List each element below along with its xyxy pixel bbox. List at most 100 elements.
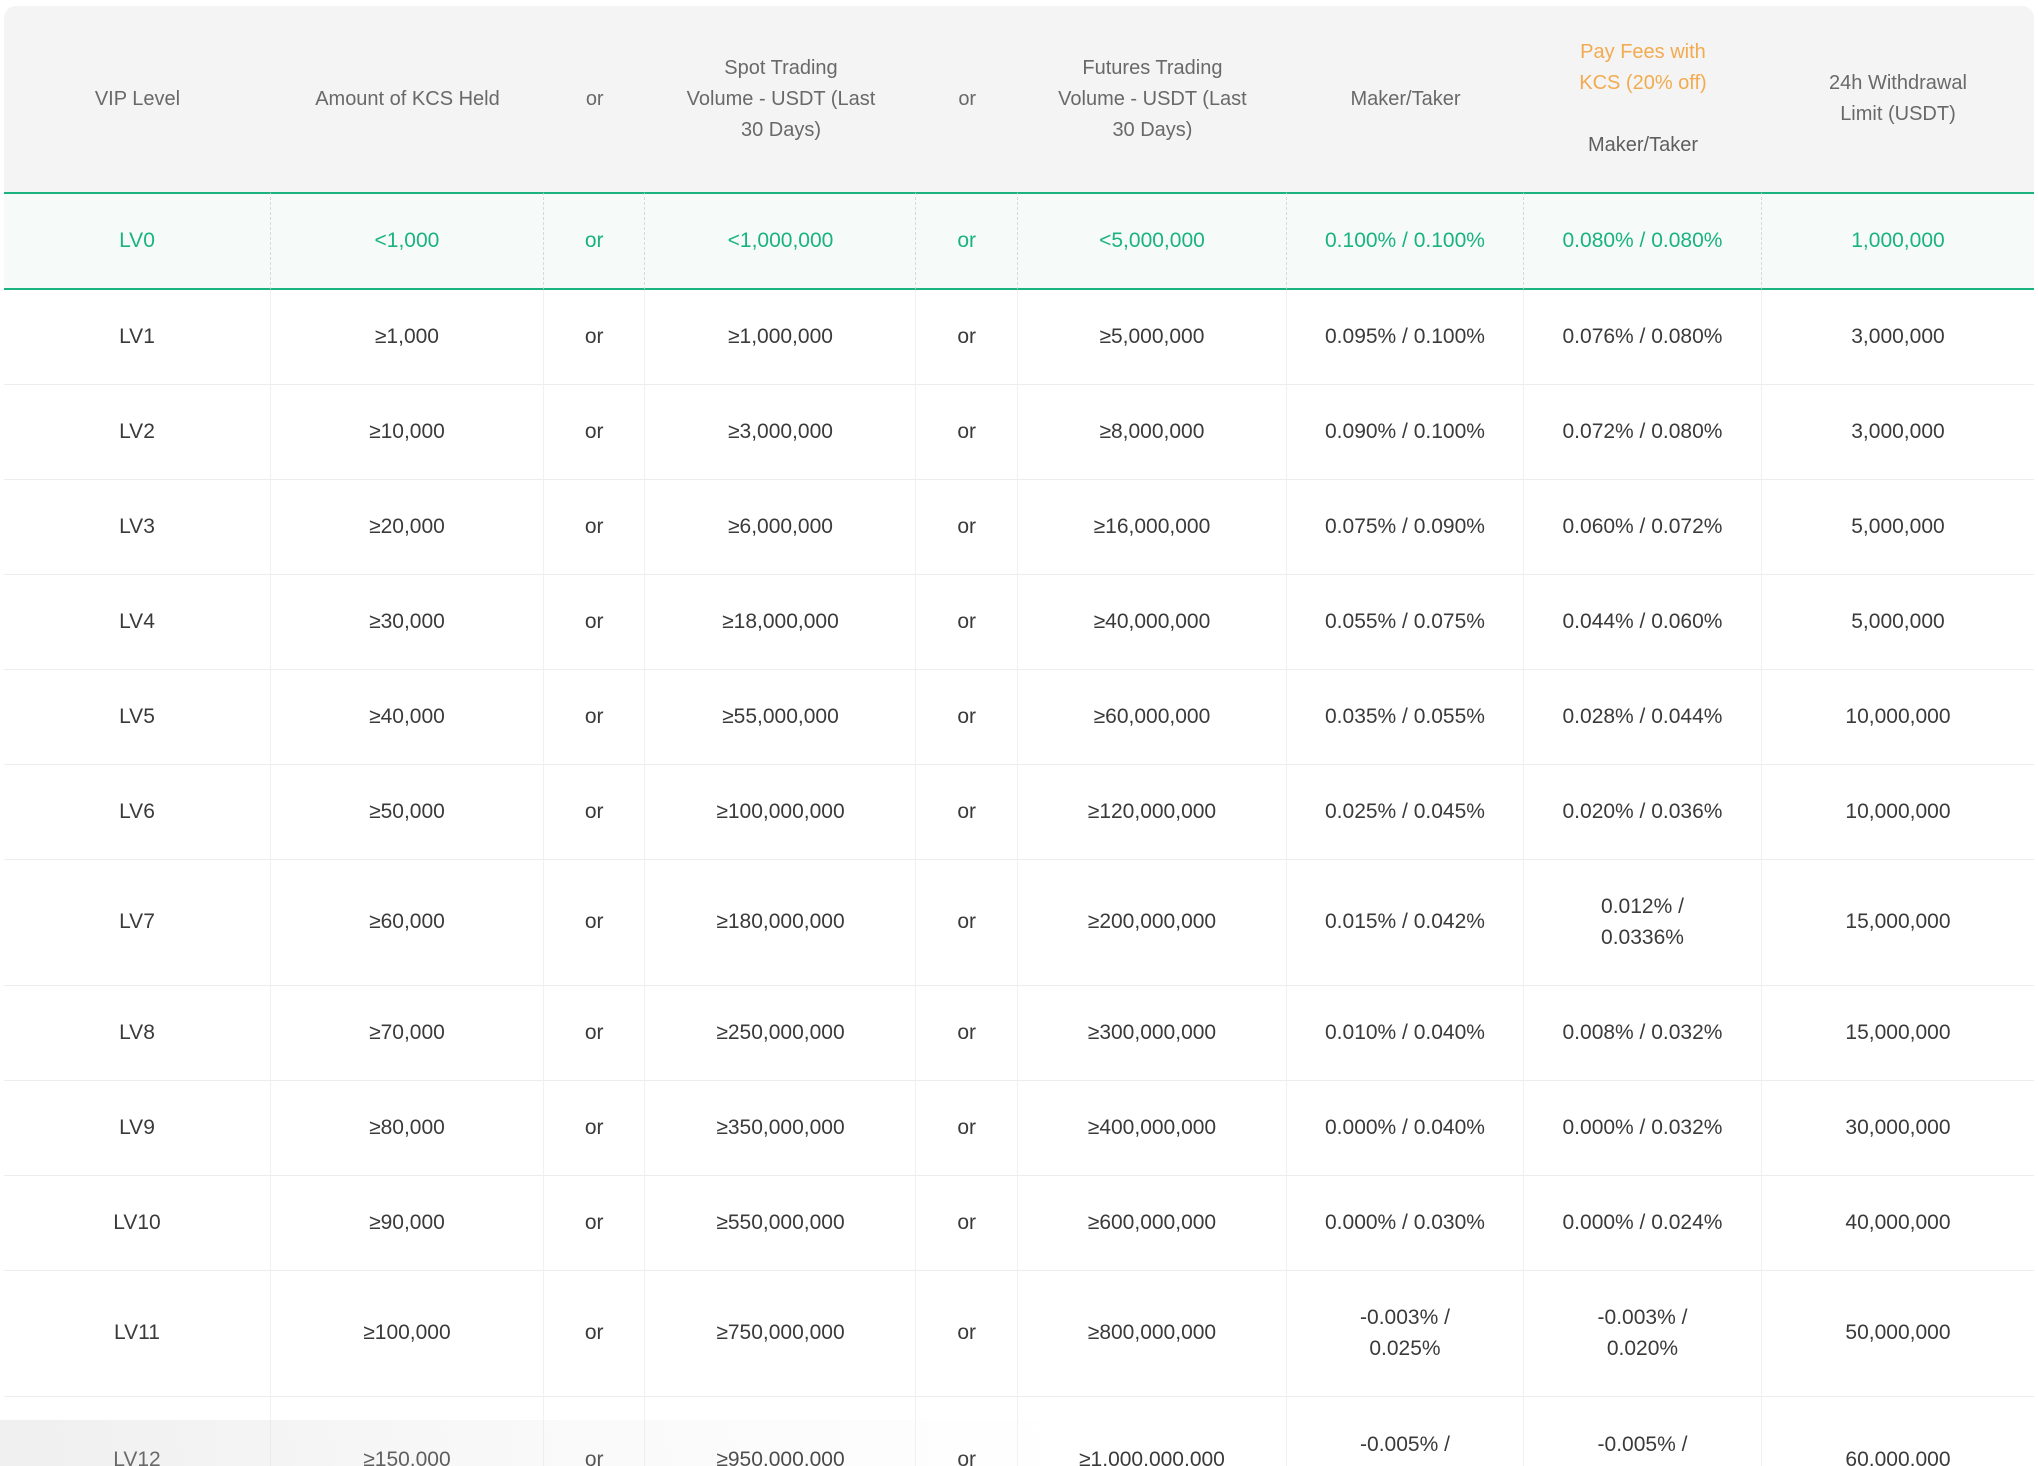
cell-futures-volume: ≥800,000,000 bbox=[1017, 1271, 1287, 1397]
cell-or: or bbox=[916, 575, 1018, 670]
cell-withdrawal-limit: 60,000,000 bbox=[1761, 1397, 2034, 1466]
table-row: LV3 ≥20,000 or ≥6,000,000 or ≥16,000,000… bbox=[4, 480, 2034, 575]
cell-kcs-held: ≥60,000 bbox=[270, 860, 544, 986]
cell-kcs-fee: 0.072% / 0.080% bbox=[1524, 385, 1762, 480]
column-header-withdrawal-limit: 24h Withdrawal Limit (USDT) bbox=[1761, 6, 2034, 192]
cell-withdrawal-limit: 10,000,000 bbox=[1761, 670, 2034, 765]
cell-or: or bbox=[543, 1081, 646, 1176]
cell-or: or bbox=[916, 670, 1018, 765]
cell-futures-volume: ≥400,000,000 bbox=[1017, 1081, 1287, 1176]
cell-spot-volume: ≥3,000,000 bbox=[645, 385, 917, 480]
column-header-kcs-fee: Pay Fees with KCS (20% off) Maker/Taker bbox=[1524, 6, 1762, 192]
cell-vip-level: LV8 bbox=[4, 986, 271, 1081]
cell-or: or bbox=[543, 1397, 646, 1466]
cell-or: or bbox=[916, 290, 1018, 385]
cell-futures-volume: ≥40,000,000 bbox=[1017, 575, 1287, 670]
cell-or: or bbox=[543, 575, 646, 670]
cell-or: or bbox=[543, 986, 646, 1081]
cell-kcs-held: ≥1,000 bbox=[270, 290, 544, 385]
cell-withdrawal-limit: 30,000,000 bbox=[1761, 1081, 2034, 1176]
cell-futures-volume: ≥5,000,000 bbox=[1017, 290, 1287, 385]
cell-withdrawal-limit: 3,000,000 bbox=[1761, 290, 2034, 385]
cell-kcs-held: ≥30,000 bbox=[270, 575, 544, 670]
column-header-spot-volume: Spot Trading Volume - USDT (Last 30 Days… bbox=[645, 6, 917, 192]
cell-maker-taker: -0.005% / 0.025% bbox=[1286, 1397, 1525, 1466]
cell-kcs-fee: 0.000% / 0.032% bbox=[1524, 1081, 1762, 1176]
cell-kcs-fee: 0.028% / 0.044% bbox=[1524, 670, 1762, 765]
cell-kcs-fee: 0.044% / 0.060% bbox=[1524, 575, 1762, 670]
cell-kcs-held: ≥80,000 bbox=[270, 1081, 544, 1176]
column-header-maker-taker: Maker/Taker bbox=[1286, 6, 1525, 192]
cell-vip-level: LV3 bbox=[4, 480, 271, 575]
table-header: VIP Level Amount of KCS Held or Spot Tra… bbox=[4, 6, 2034, 192]
cell-or: or bbox=[916, 480, 1018, 575]
cell-or: or bbox=[916, 986, 1018, 1081]
cell-or: or bbox=[916, 192, 1018, 290]
table-row: LV11 ≥100,000 or ≥750,000,000 or ≥800,00… bbox=[4, 1271, 2034, 1397]
cell-maker-taker: 0.000% / 0.040% bbox=[1286, 1081, 1525, 1176]
cell-vip-level: LV7 bbox=[4, 860, 271, 986]
cell-maker-taker: 0.090% / 0.100% bbox=[1286, 385, 1525, 480]
cell-or: or bbox=[916, 765, 1018, 860]
cell-kcs-held: ≥100,000 bbox=[270, 1271, 544, 1397]
cell-or: or bbox=[916, 1271, 1018, 1397]
table-row: LV7 ≥60,000 or ≥180,000,000 or ≥200,000,… bbox=[4, 860, 2034, 986]
cell-or: or bbox=[543, 1271, 646, 1397]
cell-kcs-fee: 0.080% / 0.080% bbox=[1524, 192, 1762, 290]
column-header-or: or bbox=[543, 6, 646, 192]
cell-kcs-held: ≥20,000 bbox=[270, 480, 544, 575]
cell-kcs-held: ≥50,000 bbox=[270, 765, 544, 860]
cell-futures-volume: ≥8,000,000 bbox=[1017, 385, 1287, 480]
kcs-fee-sub-label: Maker/Taker bbox=[1587, 134, 1698, 156]
cell-withdrawal-limit: 5,000,000 bbox=[1761, 575, 2034, 670]
cell-kcs-fee: -0.005% / 0.020% bbox=[1524, 1397, 1762, 1466]
cell-spot-volume: ≥6,000,000 bbox=[645, 480, 917, 575]
cell-kcs-fee: 0.012% / 0.0336% bbox=[1524, 860, 1762, 986]
cell-or: or bbox=[543, 290, 646, 385]
cell-kcs-fee: -0.003% / 0.020% bbox=[1524, 1271, 1762, 1397]
vip-fee-table-container: VIP Level Amount of KCS Held or Spot Tra… bbox=[4, 6, 2034, 1466]
cell-withdrawal-limit: 15,000,000 bbox=[1761, 860, 2034, 986]
cell-futures-volume: ≥60,000,000 bbox=[1017, 670, 1287, 765]
cell-or: or bbox=[543, 1176, 646, 1271]
cell-kcs-fee: 0.020% / 0.036% bbox=[1524, 765, 1762, 860]
cell-or: or bbox=[543, 670, 646, 765]
cell-kcs-fee: 0.008% / 0.032% bbox=[1524, 986, 1762, 1081]
cell-spot-volume: ≥100,000,000 bbox=[645, 765, 917, 860]
cell-vip-level: LV9 bbox=[4, 1081, 271, 1176]
table-row: LV4 ≥30,000 or ≥18,000,000 or ≥40,000,00… bbox=[4, 575, 2034, 670]
cell-spot-volume: ≥180,000,000 bbox=[645, 860, 917, 986]
cell-or: or bbox=[916, 1081, 1018, 1176]
column-header-or: or bbox=[916, 6, 1018, 192]
cell-or: or bbox=[543, 765, 646, 860]
cell-kcs-held: ≥40,000 bbox=[270, 670, 544, 765]
cell-or: or bbox=[543, 480, 646, 575]
table-row: LV8 ≥70,000 or ≥250,000,000 or ≥300,000,… bbox=[4, 986, 2034, 1081]
cell-maker-taker: 0.025% / 0.045% bbox=[1286, 765, 1525, 860]
cell-kcs-held: ≥70,000 bbox=[270, 986, 544, 1081]
cell-withdrawal-limit: 15,000,000 bbox=[1761, 986, 2034, 1081]
cell-vip-level: LV12 bbox=[4, 1397, 271, 1466]
table-row: LV10 ≥90,000 or ≥550,000,000 or ≥600,000… bbox=[4, 1176, 2034, 1271]
cell-withdrawal-limit: 1,000,000 bbox=[1761, 192, 2034, 290]
table-row: LV5 ≥40,000 or ≥55,000,000 or ≥60,000,00… bbox=[4, 670, 2034, 765]
cell-vip-level: LV11 bbox=[4, 1271, 271, 1397]
table-body: LV0 <1,000 or <1,000,000 or <5,000,000 0… bbox=[4, 192, 2034, 1466]
cell-or: or bbox=[916, 385, 1018, 480]
cell-spot-volume: ≥18,000,000 bbox=[645, 575, 917, 670]
kcs-fee-highlight-label: Pay Fees with KCS (20% off) bbox=[1579, 41, 1707, 94]
cell-spot-volume: <1,000,000 bbox=[645, 192, 917, 290]
cell-spot-volume: ≥350,000,000 bbox=[645, 1081, 917, 1176]
cell-spot-volume: ≥550,000,000 bbox=[645, 1176, 917, 1271]
cell-withdrawal-limit: 3,000,000 bbox=[1761, 385, 2034, 480]
cell-maker-taker: 0.015% / 0.042% bbox=[1286, 860, 1525, 986]
cell-spot-volume: ≥750,000,000 bbox=[645, 1271, 917, 1397]
cell-maker-taker: -0.003% / 0.025% bbox=[1286, 1271, 1525, 1397]
cell-vip-level: LV2 bbox=[4, 385, 271, 480]
cell-maker-taker: 0.055% / 0.075% bbox=[1286, 575, 1525, 670]
cell-withdrawal-limit: 5,000,000 bbox=[1761, 480, 2034, 575]
column-header-futures-volume: Futures Trading Volume - USDT (Last 30 D… bbox=[1017, 6, 1287, 192]
table-row: LV9 ≥80,000 or ≥350,000,000 or ≥400,000,… bbox=[4, 1081, 2034, 1176]
cell-withdrawal-limit: 50,000,000 bbox=[1761, 1271, 2034, 1397]
